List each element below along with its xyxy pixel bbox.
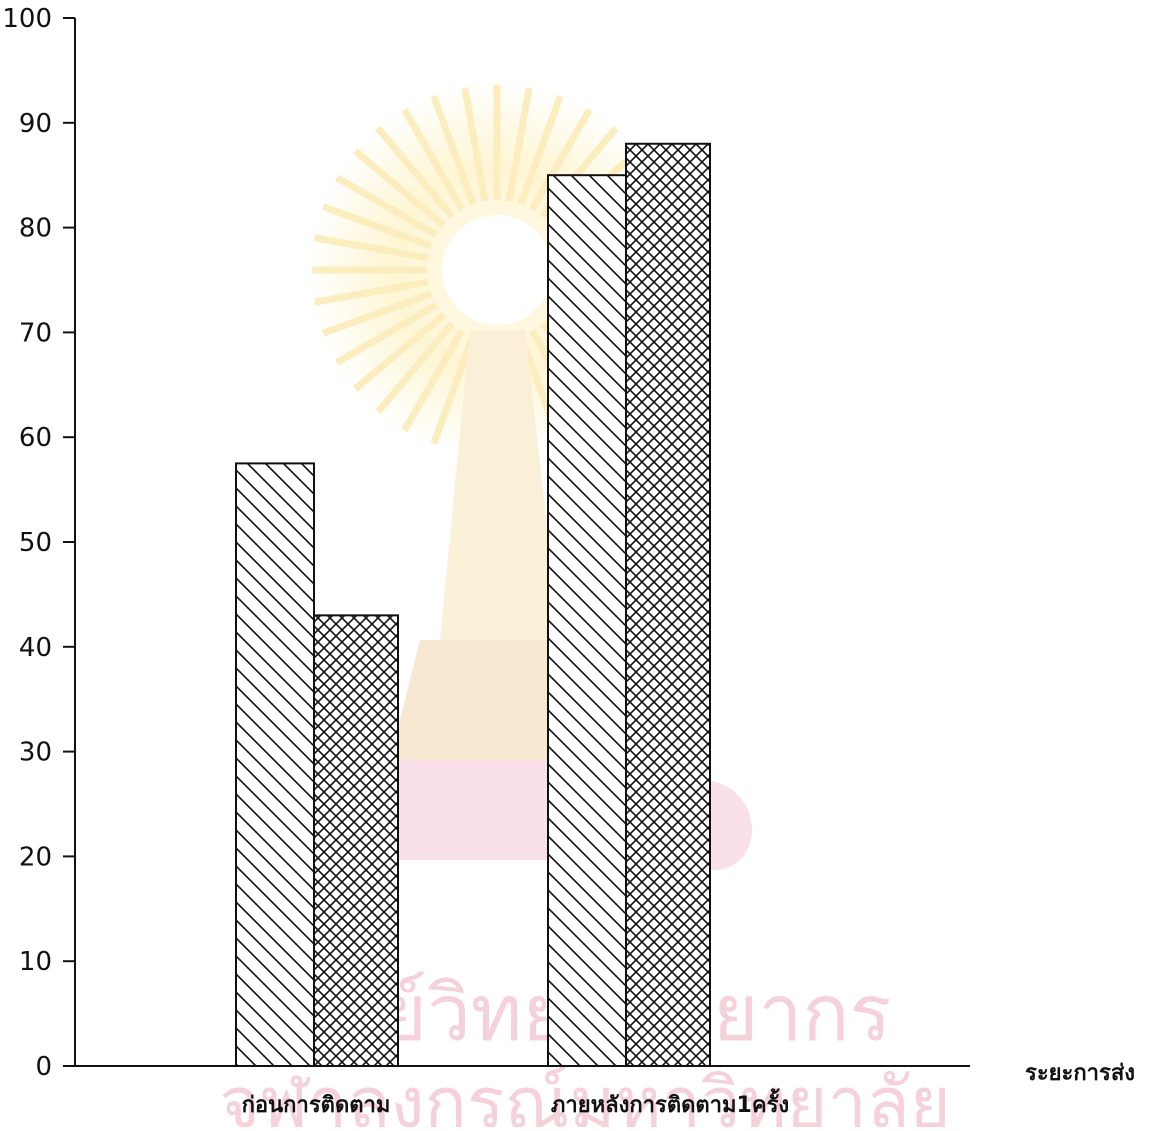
y-tick-label: 30 [19, 738, 52, 768]
y-tick-label: 90 [19, 109, 52, 139]
bar-diagonal-1 [235, 462, 315, 1067]
watermark-subtext: จุฬาลงกรณ์มหาวิทยาลัย [219, 1062, 950, 1127]
y-tick-label: 70 [19, 318, 52, 348]
x-tick-label: ก่อนการติดตาม [242, 1093, 391, 1118]
x-tick-label: ภายหลังการติดตาม1ครั้ง [551, 1088, 789, 1118]
y-tick-label: 100 [2, 4, 52, 34]
y-tick-label: 40 [19, 633, 52, 663]
y-tick-label: 20 [19, 842, 52, 872]
y-tick-label: 80 [19, 214, 52, 244]
y-tick-label: 0 [35, 1052, 52, 1082]
bar-crosshatch-1 [313, 614, 399, 1067]
bar-crosshatch-2 [625, 142, 711, 1067]
y-tick-label: 50 [19, 528, 52, 558]
bar-diagonal-2 [547, 174, 627, 1067]
y-tick-label: 60 [19, 423, 52, 453]
x-axis-label: ระยะการส่ง [1025, 1061, 1135, 1086]
y-tick-label: 10 [19, 947, 52, 977]
